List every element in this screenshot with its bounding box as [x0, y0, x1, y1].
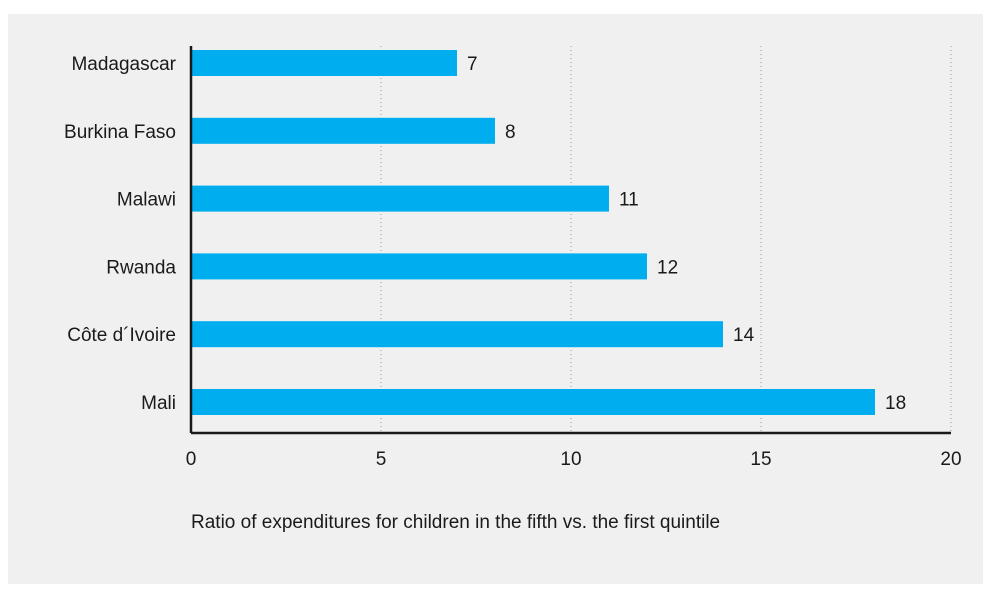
category-label: Rwanda — [106, 257, 176, 278]
chart-panel — [8, 14, 983, 584]
bar-burkina-faso — [191, 117, 495, 144]
bar-madagascar — [191, 50, 457, 76]
labels: 0 5 10 15 20 Madagascar 7 Burkina Faso 8 Malawi 11… — [64, 54, 962, 470]
x-axis-title: Ratio of expenditures for children in th… — [191, 512, 720, 533]
category-label: Malawi — [117, 190, 176, 211]
value-label: 7 — [467, 54, 478, 75]
bar-rwanda — [191, 253, 647, 280]
grid-lines — [380, 46, 952, 433]
value-label: 18 — [885, 393, 906, 414]
bars — [191, 50, 875, 415]
category-label: Mali — [141, 393, 176, 414]
value-label: 12 — [657, 257, 678, 278]
bar-malawi — [191, 185, 609, 212]
value-label: 8 — [505, 122, 516, 143]
category-label: Côte d´Ivoire — [67, 325, 176, 346]
bar-c-te-d-ivoire — [191, 321, 723, 348]
x-tick-label-20: 20 — [940, 449, 961, 470]
category-label: Madagascar — [71, 54, 176, 75]
category-label: Burkina Faso — [64, 122, 176, 143]
x-tick-label-15: 15 — [750, 449, 771, 470]
x-tick-label-0: 0 — [186, 449, 197, 470]
value-label: 11 — [619, 190, 639, 211]
axes — [189, 46, 951, 435]
value-label: 14 — [733, 325, 755, 346]
x-tick-label-10: 10 — [560, 449, 581, 470]
x-tick-label-5: 5 — [376, 449, 387, 470]
bar-mali — [191, 389, 875, 415]
